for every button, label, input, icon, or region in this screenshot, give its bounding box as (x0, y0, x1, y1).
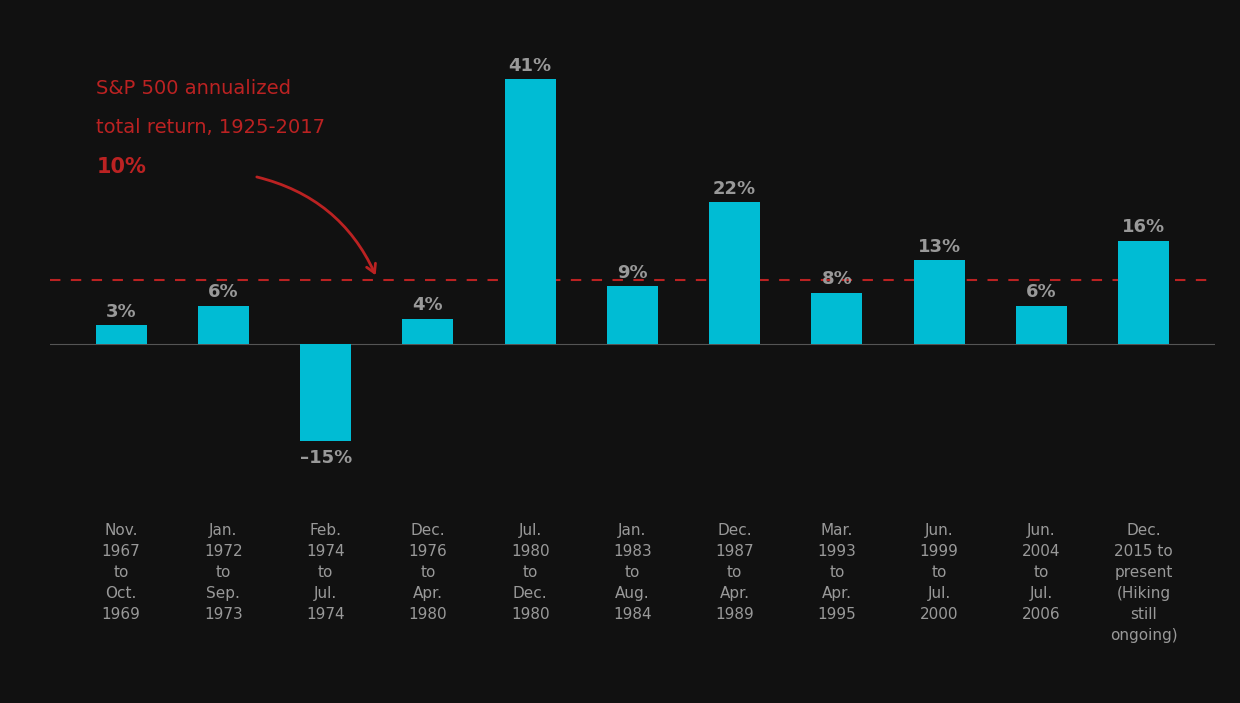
Bar (709, 202, 760, 344)
Bar (95, 325, 146, 344)
Text: 3%: 3% (105, 302, 136, 321)
Bar (606, 286, 658, 344)
Text: 41%: 41% (508, 57, 552, 75)
Bar (1016, 306, 1066, 344)
Text: 16%: 16% (1122, 219, 1166, 236)
Bar (914, 260, 965, 344)
Bar (198, 306, 249, 344)
Text: –15%: –15% (300, 449, 352, 467)
Text: S&P 500 annualized: S&P 500 annualized (97, 79, 291, 98)
Text: 10%: 10% (97, 157, 146, 177)
Bar (811, 292, 863, 344)
Text: 6%: 6% (208, 283, 239, 301)
Bar (505, 79, 556, 344)
Text: total return, 1925-2017: total return, 1925-2017 (97, 118, 325, 137)
Text: 22%: 22% (713, 180, 756, 198)
Text: 6%: 6% (1025, 283, 1056, 301)
Text: 8%: 8% (822, 270, 852, 288)
Bar (402, 318, 454, 344)
Bar (1118, 241, 1169, 344)
Text: 4%: 4% (413, 296, 443, 314)
Bar (300, 344, 351, 441)
Text: 9%: 9% (618, 264, 647, 282)
Text: 13%: 13% (918, 238, 961, 256)
